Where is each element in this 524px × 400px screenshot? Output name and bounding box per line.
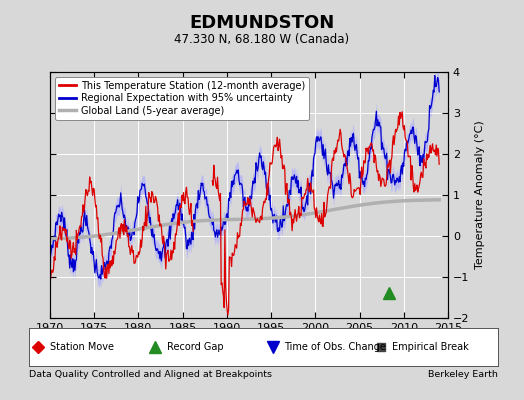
Text: Data Quality Controlled and Aligned at Breakpoints: Data Quality Controlled and Aligned at B… xyxy=(29,370,272,379)
Text: 47.330 N, 68.180 W (Canada): 47.330 N, 68.180 W (Canada) xyxy=(174,33,350,46)
Text: EDMUNDSTON: EDMUNDSTON xyxy=(189,14,335,32)
Legend: This Temperature Station (12-month average), Regional Expectation with 95% uncer: This Temperature Station (12-month avera… xyxy=(54,77,309,120)
Y-axis label: Temperature Anomaly (°C): Temperature Anomaly (°C) xyxy=(475,121,485,269)
Text: Record Gap: Record Gap xyxy=(167,342,224,352)
Text: Empirical Break: Empirical Break xyxy=(392,342,469,352)
Text: Station Move: Station Move xyxy=(50,342,114,352)
Text: Time of Obs. Change: Time of Obs. Change xyxy=(285,342,386,352)
Text: Berkeley Earth: Berkeley Earth xyxy=(428,370,498,379)
